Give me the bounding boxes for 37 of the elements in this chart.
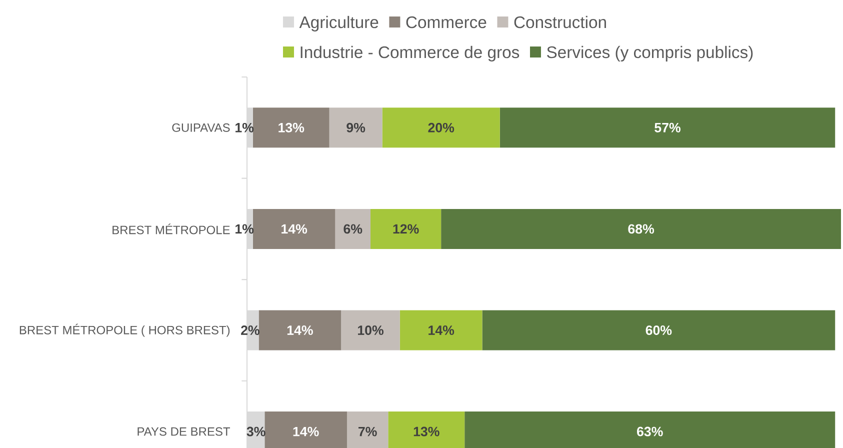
data-label: 14% (293, 426, 319, 436)
data-label: 6% (344, 224, 362, 234)
bar (329, 108, 382, 148)
y-tick-label: BREST MÉTROPOLE ( HORS BREST) (20, 324, 230, 337)
bar (335, 208, 371, 249)
legend-label: Services (y compris publics) (547, 46, 753, 62)
data-label: 14% (287, 326, 313, 335)
bar (252, 208, 336, 249)
bar (441, 208, 841, 249)
legend-label: Construction (514, 16, 606, 28)
legend-label: Commerce (406, 16, 486, 28)
data-label: 14% (282, 224, 308, 234)
bar (382, 108, 500, 148)
legend-label: Industrie - Commerce de gros (300, 46, 520, 62)
data-label: 63% (637, 426, 663, 436)
bar (400, 310, 482, 350)
y-tick-label: BREST MÉTROPOLE (112, 224, 230, 234)
y-tick-label: PAYS DE BREST (138, 427, 230, 436)
data-label: 68% (628, 224, 654, 234)
data-label: 13% (414, 426, 440, 436)
bar (252, 108, 330, 148)
data-label: 60% (646, 326, 672, 335)
bar (258, 310, 342, 350)
bar (341, 310, 400, 350)
data-label: 14% (428, 326, 454, 335)
data-label: 7% (358, 426, 377, 436)
data-label: 10% (358, 326, 384, 335)
data-label: 12% (393, 224, 419, 234)
data-label: 9% (346, 122, 366, 132)
bar (370, 208, 442, 249)
legend-label: Agriculture (299, 16, 378, 32)
bar (482, 310, 836, 350)
data-label: 20% (428, 122, 454, 132)
bar (500, 108, 836, 148)
data-label: 57% (654, 122, 680, 132)
data-label: 13% (278, 122, 304, 132)
y-tick-label: GUIPAVAS (172, 123, 230, 132)
